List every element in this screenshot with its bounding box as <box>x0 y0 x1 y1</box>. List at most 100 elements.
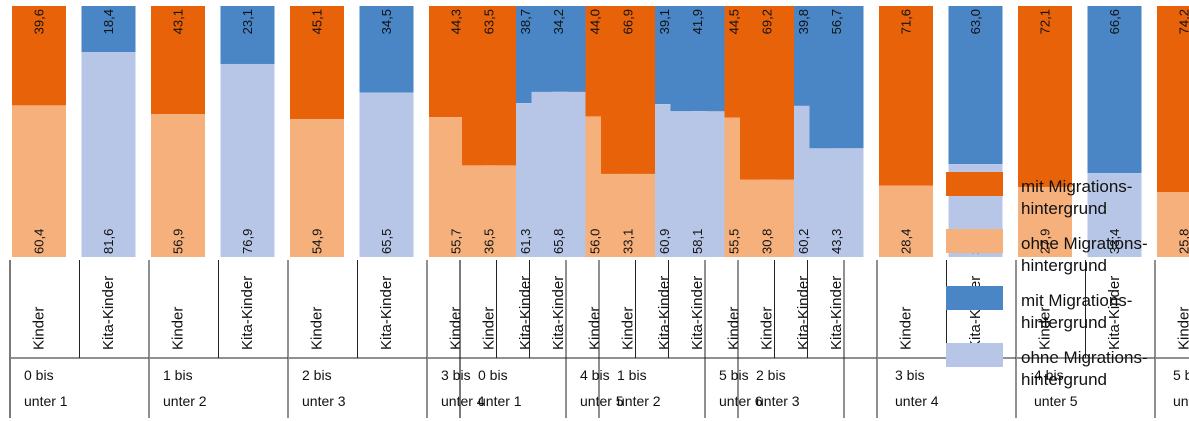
tick-label-bar: Kinder <box>31 307 48 350</box>
tick-label-bar: Kinder <box>170 307 187 350</box>
bar-segment-ohne <box>531 91 586 257</box>
bar-segment-ohne <box>151 114 205 257</box>
tick-label-age: 5 bis <box>1173 367 1189 383</box>
data-label-mit: 39,1 <box>657 9 672 34</box>
data-label-ohne: 36,5 <box>482 229 497 254</box>
data-label-mit: 43,1 <box>171 9 186 34</box>
data-label-mit: 44,3 <box>449 9 464 34</box>
legend-item-mit-kita: mit Migrations-hintergrund <box>946 286 1186 343</box>
bar-segment-mit <box>1087 6 1142 174</box>
legend-item-ohne-kinder: ohne Migrations-hintergrund <box>946 229 1186 286</box>
tick-label-bar: Kinder <box>1037 307 1054 350</box>
legend-swatch <box>946 343 1003 367</box>
data-label-ohne: 55,7 <box>449 229 464 254</box>
data-label-ohne: 56,0 <box>588 229 603 254</box>
bar-segment-mit <box>1018 6 1072 187</box>
legend-item-mit-kinder: mit Migrations-hintergrund <box>946 172 1186 229</box>
tick-label-bar: Kita-Kinder <box>239 276 256 350</box>
tick-label-bar: Kita-Kinder <box>689 276 706 350</box>
tick-label-bar: Kita-Kinder <box>100 276 117 350</box>
bar-segment-mit <box>879 6 933 186</box>
tick-label-age: unter 5 <box>1034 393 1078 409</box>
tick-label-age: 0 bis <box>478 367 508 383</box>
bar-segment-mit <box>462 6 516 166</box>
tick-label-bar: Kita-Kinder <box>378 276 395 350</box>
tick-label-bar: Kinder <box>759 307 776 350</box>
data-label-mit: 66,6 <box>1107 9 1122 34</box>
tick-label-age: 3 bis <box>895 367 925 383</box>
data-label-ohne: 27,9 <box>1038 229 1053 254</box>
legend-swatch <box>946 172 1003 196</box>
data-label-mit: 34,2 <box>551 9 566 34</box>
data-label-mit: 34,5 <box>379 9 394 34</box>
data-label-ohne: 25,8 <box>1177 229 1189 254</box>
tick-label-age: unter 2 <box>617 393 661 409</box>
bar-segment-ohne <box>1157 192 1189 257</box>
data-label-mit: 56,7 <box>829 9 844 34</box>
data-label-mit: 63,0 <box>968 9 983 34</box>
data-label-mit: 69,2 <box>760 9 775 34</box>
bar-segment-mit <box>531 6 586 92</box>
data-label-ohne: 54,9 <box>310 229 325 254</box>
bar-segment-mit <box>12 6 66 106</box>
bar-segment-mit <box>740 6 794 180</box>
data-label-mit: 38,7 <box>518 9 533 34</box>
bar-segment-ohne <box>220 63 275 257</box>
bar-segment-ohne <box>670 111 725 257</box>
bar-segment-ohne <box>809 148 864 257</box>
bar-segment-mit <box>670 6 725 112</box>
tick-label-age: unter 4 <box>895 393 939 409</box>
tick-label-age: unter 6 <box>719 393 763 409</box>
legend: mit Migrations-hintergrund ohne Migratio… <box>946 172 1186 400</box>
data-label-ohne: 30,8 <box>760 229 775 254</box>
tick-label-age: unter 2 <box>163 393 207 409</box>
data-label-mit: 63,5 <box>482 9 497 34</box>
tick-label-age: 2 bis <box>756 367 786 383</box>
tick-label-bar: Kinder <box>448 307 465 350</box>
data-label-ohne: 58,1 <box>690 229 705 254</box>
data-label-ohne: 33,4 <box>1107 229 1122 254</box>
bar-segment-ohne <box>879 185 933 257</box>
tick-label-bar: Kinder <box>726 307 743 350</box>
tick-label-age: 4 bis <box>1034 367 1064 383</box>
bar-segment-ohne <box>290 119 344 258</box>
data-label-mit: 39,6 <box>32 9 47 34</box>
tick-label-bar: Kita-Kinder <box>517 276 534 350</box>
data-label-ohne: 76,9 <box>240 229 255 254</box>
legend-label: ohne Migrations-hintergrund <box>1021 348 1148 389</box>
data-label-mit: 39,8 <box>796 9 811 34</box>
data-label-ohne: 43,3 <box>829 229 844 254</box>
tick-label-bar: Kita-Kinder <box>795 276 812 350</box>
tick-label-bar: Kinder <box>587 307 604 350</box>
tick-label-age: unter 3 <box>756 393 800 409</box>
data-label-ohne: 60,9 <box>657 229 672 254</box>
legend-label: mit Migrations-hintergrund <box>1021 177 1133 218</box>
data-label-mit: 66,9 <box>621 9 636 34</box>
legend-item-ohne-kita: ohne Migrations-hintergrund <box>946 343 1186 400</box>
data-label-ohne: 55,5 <box>727 229 742 254</box>
data-label-ohne: 81,6 <box>101 229 116 254</box>
tick-label-age: unter 6 <box>1173 393 1189 409</box>
legend-label: ohne Migrations-hintergrund <box>1021 234 1148 275</box>
bar-segment-mit <box>151 6 205 115</box>
data-label-ohne: 61,3 <box>518 229 533 254</box>
bar-segment-mit <box>809 6 864 149</box>
tick-label-bar: Kita-Kinder <box>656 276 673 350</box>
data-label-mit: 41,9 <box>690 9 705 34</box>
legend-swatch <box>946 229 1003 253</box>
tick-label-bar: Kita-Kinder <box>550 276 567 350</box>
tick-label-age: unter 1 <box>24 393 68 409</box>
data-label-ohne: 28,4 <box>899 229 914 254</box>
bar-segment-mit <box>359 6 414 93</box>
tick-label-age: 1 bis <box>617 367 647 383</box>
data-label-ohne: 65,5 <box>379 229 394 254</box>
tick-label-age: 2 bis <box>302 367 332 383</box>
data-label-mit: 74,2 <box>1177 9 1189 34</box>
tick-label-bar: Kinder <box>1176 307 1189 350</box>
data-label-mit: 23,1 <box>240 9 255 34</box>
tick-label-age: unter 3 <box>302 393 346 409</box>
tick-label-age: unter 4 <box>441 393 485 409</box>
data-label-mit: 18,4 <box>101 9 116 34</box>
bar-segment-ohne <box>462 165 516 257</box>
tick-label-age: 0 bis <box>24 367 54 383</box>
